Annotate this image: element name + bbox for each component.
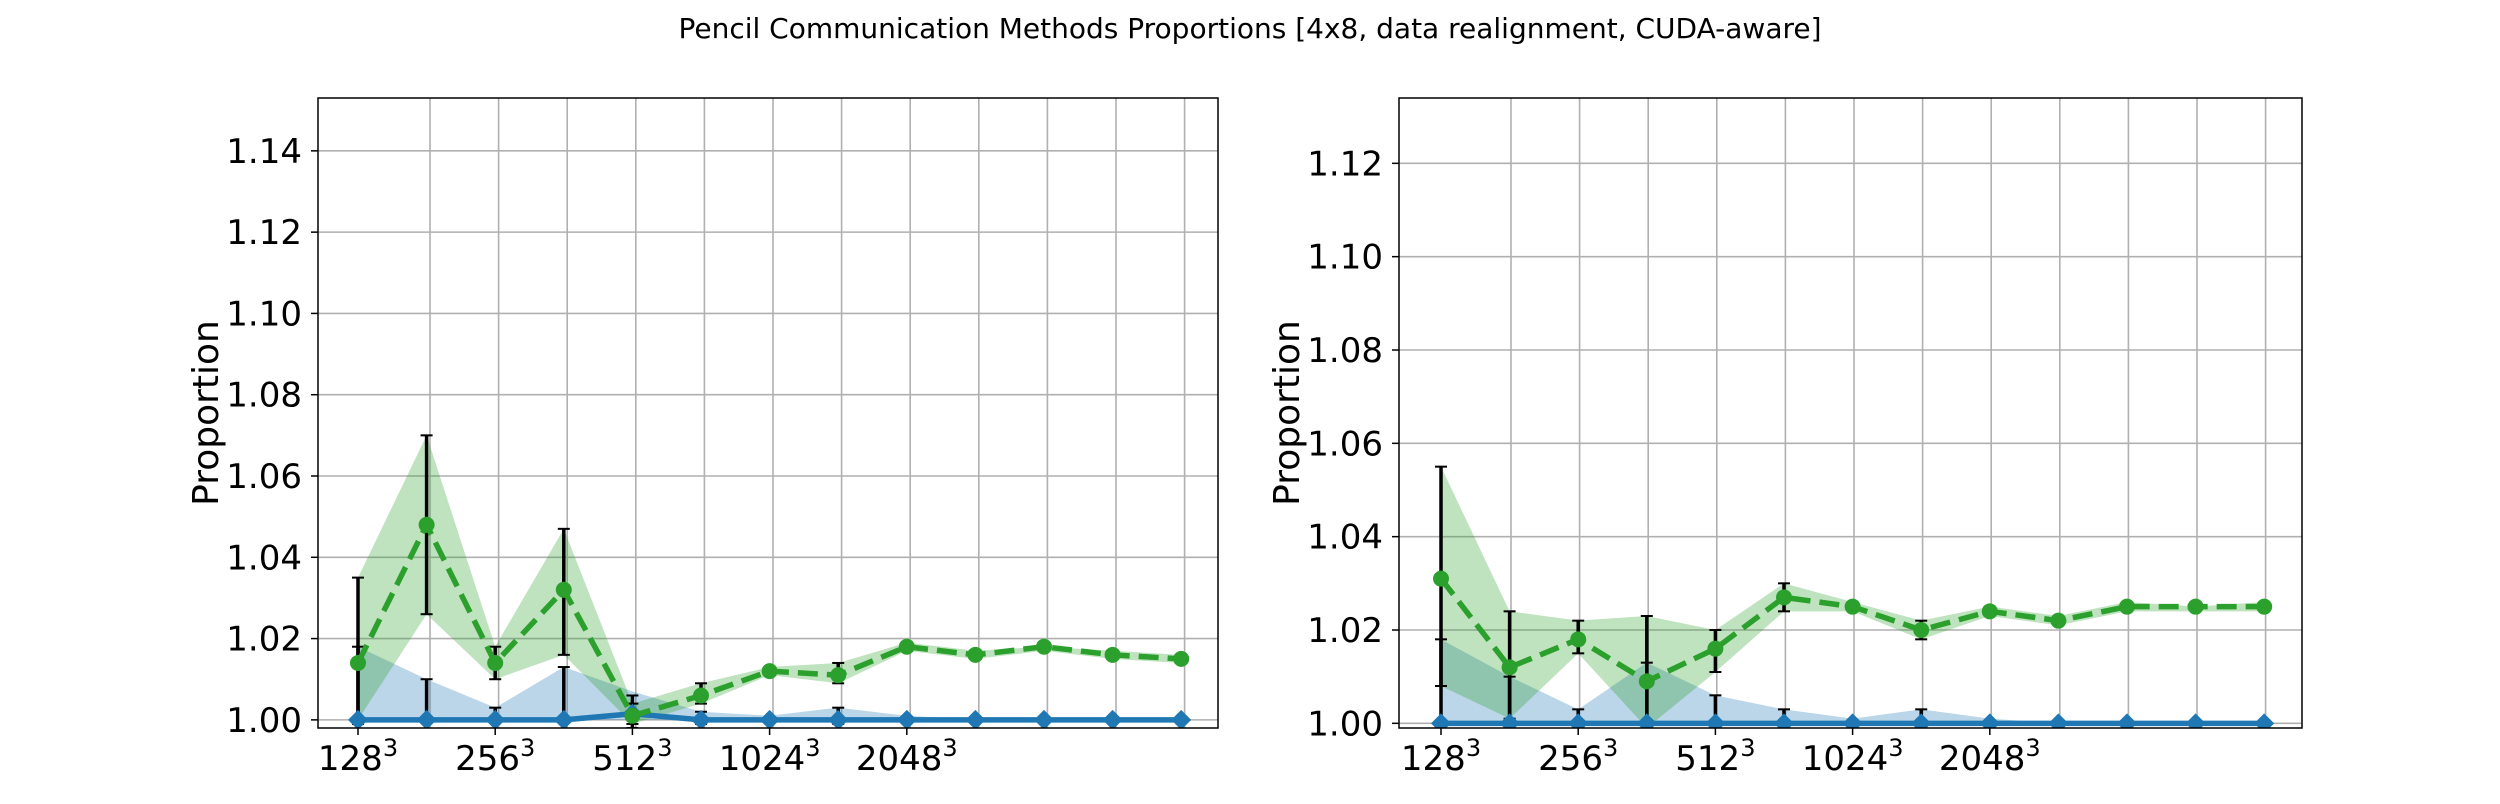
y-tick-label: 1.14 xyxy=(226,132,302,172)
x-tick-label: 1283 xyxy=(1401,734,1481,779)
chart-panel-1: 1.00 1.02 1.04 1.06 1.08 1.10 1.12 1.14 1283 2563… xyxy=(186,97,1219,779)
chart-panel-2: 1.00 1.02 1.04 1.06 1.08 1.10 1.12 1283 2563 5123… xyxy=(1267,97,2303,779)
series-2-band xyxy=(358,435,1182,724)
series-2-point xyxy=(761,663,778,680)
y-tick-label: 1.02 xyxy=(1307,611,1383,651)
series-1-point xyxy=(348,709,368,728)
series-2-point xyxy=(1707,640,1724,657)
y-tick-label: 1.06 xyxy=(226,457,302,497)
series-1-point xyxy=(1499,713,1520,728)
series-2-point xyxy=(1776,589,1792,606)
axes-frame xyxy=(317,97,1219,729)
series-1-point xyxy=(1171,709,1192,728)
series-2-point xyxy=(2256,598,2273,615)
series-2-point xyxy=(1433,570,1449,587)
x-tick-label: 20483 xyxy=(856,734,958,779)
series-2-point xyxy=(898,638,915,655)
series-1-point xyxy=(1911,713,1932,728)
series-2-point xyxy=(1501,659,1518,676)
y-tick-label: 1.00 xyxy=(226,701,302,741)
series-1-point xyxy=(553,709,574,728)
y-tick-label: 1.02 xyxy=(226,620,302,660)
series-1-point xyxy=(828,709,849,728)
y-tick-label: 1.10 xyxy=(1307,238,1383,278)
series-2-point xyxy=(2119,598,2135,615)
series-1-point xyxy=(1705,713,1726,728)
series-2-point xyxy=(1913,622,1930,638)
series-1-point xyxy=(896,709,917,728)
series-2-point xyxy=(1173,650,1190,667)
x-tick-label: 5123 xyxy=(1675,734,1755,779)
series-1-point xyxy=(1636,713,1657,728)
series-2-point xyxy=(1036,638,1052,655)
data-layer xyxy=(348,434,1192,728)
series-1-point xyxy=(1102,709,1123,728)
series-1-point xyxy=(1568,713,1589,728)
y-tick-label: 1.00 xyxy=(1307,704,1383,744)
series-1-point xyxy=(2048,713,2069,728)
series-2-point xyxy=(2050,612,2067,629)
series-1-point xyxy=(485,709,506,728)
axes-frame xyxy=(1398,97,2303,729)
y-tick-label: 1.04 xyxy=(1307,518,1383,558)
series-2-point xyxy=(693,687,709,704)
y-tick-label: 1.08 xyxy=(226,376,302,416)
series-2-point xyxy=(418,516,435,533)
y-tick-label: 1.10 xyxy=(226,294,302,334)
series-1-point xyxy=(759,709,780,728)
x-tick-label: 20483 xyxy=(1939,734,2041,779)
series-2-point xyxy=(1844,598,1861,615)
series-1-point xyxy=(1431,713,1451,728)
series-2-point xyxy=(967,646,984,663)
series-2-point xyxy=(350,654,366,671)
x-tick-label: 10243 xyxy=(719,734,821,779)
y-tick-label: 1.08 xyxy=(1307,331,1383,371)
series-1-point xyxy=(2254,713,2275,728)
figure-title: Pencil Communication Methods Proportions… xyxy=(678,12,1822,45)
series-2-point xyxy=(624,707,641,724)
x-tick-label: 2563 xyxy=(455,734,535,779)
series-2-band xyxy=(1441,466,2265,728)
series-2-point xyxy=(555,581,572,598)
series-1-point xyxy=(1774,713,1794,728)
x-tick-label: 1283 xyxy=(318,734,398,779)
y-tick-label: 1.04 xyxy=(226,538,302,578)
series-2-point xyxy=(1104,646,1121,663)
x-tick-label: 2563 xyxy=(1538,734,1618,779)
x-tick-label: 5123 xyxy=(592,734,672,779)
series-2-point xyxy=(1981,603,1998,620)
y-tick-label: 1.12 xyxy=(1307,144,1383,184)
series-1-point xyxy=(416,709,437,728)
series-2-point xyxy=(1638,673,1655,690)
series-2-point xyxy=(2187,598,2204,615)
series-1-point xyxy=(2185,713,2206,728)
y-tick-label: 1.12 xyxy=(226,213,302,253)
series-1-point xyxy=(691,709,711,728)
series-2-point xyxy=(1570,631,1587,648)
series-1-point xyxy=(1034,709,1054,728)
series-1-point xyxy=(965,709,986,728)
series-1-point xyxy=(1842,713,1863,728)
y-axis-label: Proportion xyxy=(186,320,227,506)
series-2-point xyxy=(487,654,504,671)
y-axis-label: Proportion xyxy=(1267,320,1308,506)
data-layer xyxy=(1431,465,2275,728)
series-1-point xyxy=(1979,713,2000,728)
series-2-point xyxy=(830,667,847,684)
series-1-point xyxy=(2117,713,2137,728)
y-tick-label: 1.06 xyxy=(1307,424,1383,464)
x-tick-label: 10243 xyxy=(1802,734,1904,779)
